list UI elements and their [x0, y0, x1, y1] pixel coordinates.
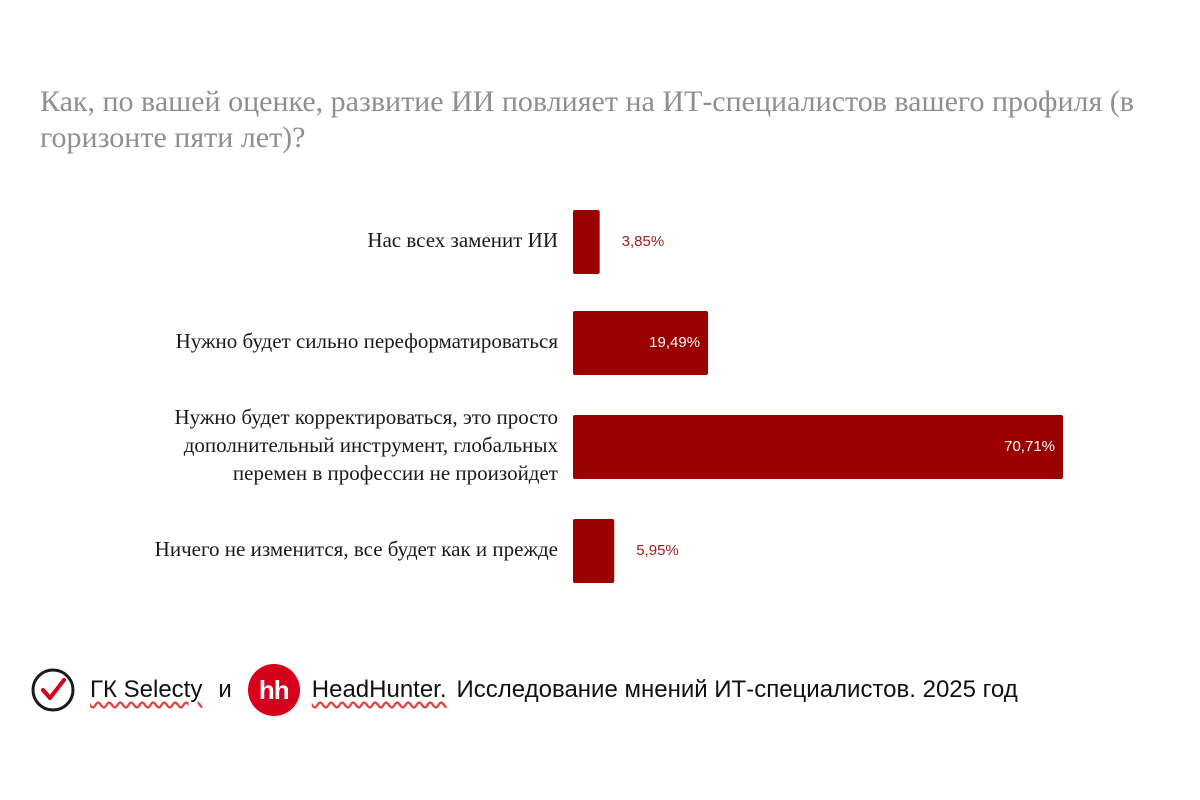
value-label-2: 70,71%: [1004, 438, 1055, 455]
chart-title: Как, по вашей оценке, развитие ИИ повлия…: [40, 85, 1134, 154]
category-label-line: Ничего не изменится, все будет как и пре…: [155, 537, 558, 561]
bar-2: [573, 415, 1063, 479]
category-label-line: дополнительный инструмент, глобальных: [184, 433, 559, 457]
category-label-2: Нужно будет корректироваться, это просто…: [175, 405, 559, 485]
brand-selecty: ГК Selecty: [90, 676, 203, 703]
category-label-line: Нас всех заменит ИИ: [367, 228, 558, 252]
value-label-0: 3,85%: [622, 233, 665, 250]
check-circle-icon: [31, 668, 75, 712]
category-label-0: Нас всех заменит ИИ: [367, 228, 558, 252]
value-label-1: 19,49%: [649, 334, 700, 351]
brand-headhunter: HeadHunter.: [311, 676, 447, 703]
category-label-3: Ничего не изменится, все будет как и пре…: [155, 537, 558, 561]
bar-0: [573, 210, 600, 274]
category-label-line: Нужно будет сильно переформатироваться: [176, 329, 559, 353]
connector-text: и: [218, 676, 232, 703]
hh-logo-icon: hh: [247, 664, 300, 716]
category-label-line: Нужно будет корректироваться, это просто: [175, 405, 558, 429]
value-label-3: 5,95%: [636, 542, 679, 559]
footer: ГК Selecty и hh HeadHunter. Исследование…: [30, 662, 1018, 718]
category-label-line: перемен в профессии не произойдет: [233, 461, 558, 485]
category-label-1: Нужно будет сильно переформатироваться: [176, 329, 559, 353]
bar-3: [573, 519, 615, 583]
bar-1: [573, 311, 709, 375]
study-caption: Исследование мнений ИТ-специалистов. 202…: [456, 676, 1018, 703]
